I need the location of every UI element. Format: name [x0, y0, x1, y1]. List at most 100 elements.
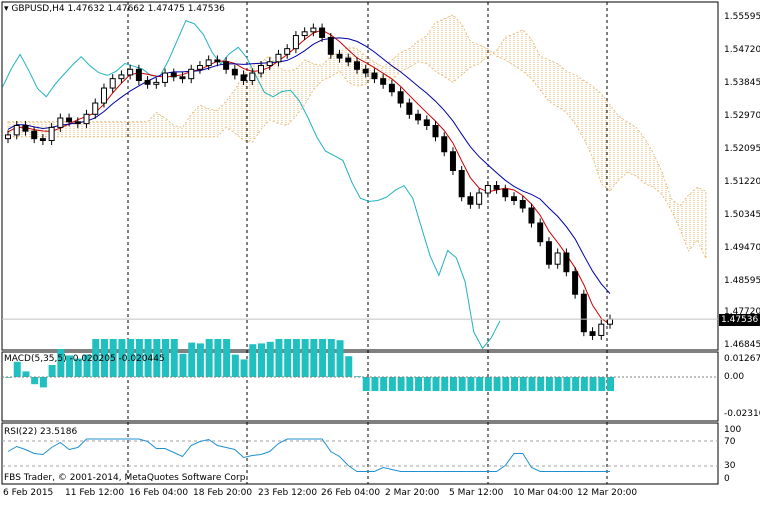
candle-body [109, 78, 116, 89]
price-tick: 1.47720 [724, 307, 760, 317]
candle-body [598, 323, 605, 336]
chikou-span-line [2, 19, 501, 350]
candle-body [179, 76, 186, 80]
macd-bar [467, 377, 475, 391]
candle-body [39, 138, 46, 142]
candle-body [441, 136, 448, 153]
candle-body [13, 125, 20, 136]
macd-bar [519, 377, 527, 391]
macd-pane-border [1, 351, 719, 422]
candle-body [371, 72, 378, 80]
copyright-text: FBS Trader, © 2001-2014, MetaQuotes Soft… [4, 473, 249, 483]
candle-body [162, 72, 169, 83]
price-tick: 1.48595 [724, 276, 760, 286]
candle-body [467, 196, 474, 205]
macd-bar [266, 341, 274, 377]
macd-bar [83, 354, 91, 377]
main-header: ▾ GBPUSD,H4 1.47632 1.47662 1.47475 1.47… [4, 4, 225, 14]
candle-body [397, 91, 404, 104]
candle-body [362, 68, 369, 74]
time-tick: 6 Feb 2015 [3, 488, 54, 498]
time-tick: 16 Feb 04:00 [129, 488, 189, 498]
macd-bar [528, 377, 536, 391]
candle-body [607, 318, 613, 325]
candle-body [214, 59, 221, 63]
candle-body [100, 87, 107, 104]
macd-bar [397, 377, 405, 391]
macd-bar [118, 339, 126, 377]
rsi-tick: 70 [724, 437, 736, 447]
candle-body [127, 68, 134, 76]
price-tick: 1.49470 [724, 243, 760, 253]
macd-bar [31, 377, 39, 385]
candle-body [493, 184, 500, 190]
candle-body [353, 61, 360, 70]
macd-bar [493, 377, 501, 391]
macd-bar [292, 339, 300, 377]
macd-bar [22, 371, 30, 377]
time-tick: 11 Feb 12:00 [65, 488, 125, 498]
candle-body [196, 65, 203, 70]
price-tick: 1.54720 [724, 45, 760, 55]
macd-bar [353, 376, 361, 377]
macd-bar [441, 377, 449, 391]
price-tick: 1.55595 [724, 12, 760, 22]
candle-body [5, 134, 11, 140]
time-tick: 2 Mar 20:00 [385, 488, 440, 498]
candle-body [188, 68, 195, 80]
price-tick: 1.46845 [724, 340, 760, 350]
macd-bar [484, 377, 492, 391]
macd-bar [74, 358, 82, 377]
macd-bar [572, 377, 580, 391]
macd-bar [598, 377, 606, 391]
candle-body [423, 119, 430, 127]
macd-bar [554, 377, 562, 391]
symbol-label: GBPUSD,H4 [11, 4, 65, 14]
candle-body [415, 113, 422, 121]
candle-body [572, 271, 579, 295]
macd-bar [502, 377, 510, 391]
candle-body [327, 36, 334, 55]
candle-body [345, 57, 352, 63]
price-tick: 1.52095 [724, 144, 760, 154]
candle-body [319, 27, 326, 38]
macd-bar [196, 343, 204, 377]
candle-body [74, 121, 81, 125]
macd-bar [406, 377, 414, 391]
candle-body [449, 151, 456, 172]
rsi-pane-border [1, 422, 719, 485]
macd-bar [135, 339, 143, 377]
candle-body [144, 80, 151, 85]
candle-body [66, 117, 73, 123]
macd-bar [336, 340, 344, 377]
candle-body [545, 241, 552, 265]
ichimoku-cloud [7, 14, 707, 259]
candle-body [380, 78, 387, 85]
candle-body [135, 68, 142, 82]
macd-bar [214, 339, 222, 377]
macd-bar [57, 349, 65, 377]
candle-body [580, 293, 587, 333]
candle-body [511, 196, 518, 201]
main-pane-border [1, 1, 719, 351]
macd-bar [345, 356, 353, 377]
candle-body [432, 125, 439, 138]
tenkan-sen-line [7, 29, 611, 326]
candle-body [528, 207, 535, 224]
price-tick: 1.53845 [724, 78, 760, 88]
candle-body [205, 59, 212, 67]
candle-body [57, 117, 64, 128]
macd-bar [66, 355, 74, 377]
candle-body [31, 130, 38, 140]
candle-body [537, 222, 544, 243]
macd-bar [537, 377, 545, 391]
candle-body [258, 65, 265, 74]
rsi-tick: 30 [724, 461, 736, 471]
macd-bar [319, 339, 327, 377]
macd-bar [388, 377, 396, 391]
ohlc-values: 1.47632 1.47662 1.47475 1.47536 [67, 4, 225, 14]
macd-bar [511, 377, 519, 391]
macd-bar [39, 377, 47, 388]
